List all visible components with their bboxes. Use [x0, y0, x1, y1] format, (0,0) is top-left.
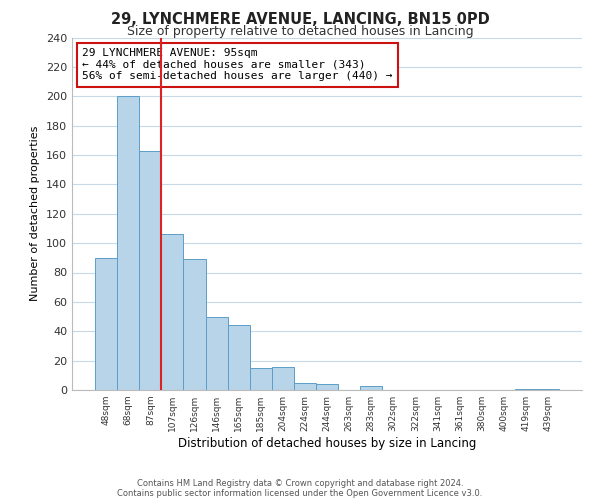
Bar	[206, 316, 227, 390]
Bar	[250, 368, 272, 390]
Bar	[227, 326, 250, 390]
Bar	[95, 258, 117, 390]
Bar	[139, 150, 161, 390]
Bar	[117, 96, 139, 390]
Text: Contains HM Land Registry data © Crown copyright and database right 2024.: Contains HM Land Registry data © Crown c…	[137, 478, 463, 488]
Bar	[316, 384, 338, 390]
Text: Size of property relative to detached houses in Lancing: Size of property relative to detached ho…	[127, 25, 473, 38]
Bar	[515, 388, 537, 390]
Bar	[184, 260, 206, 390]
Bar	[161, 234, 184, 390]
Bar	[537, 388, 559, 390]
Text: 29, LYNCHMERE AVENUE, LANCING, BN15 0PD: 29, LYNCHMERE AVENUE, LANCING, BN15 0PD	[110, 12, 490, 28]
Text: Contains public sector information licensed under the Open Government Licence v3: Contains public sector information licen…	[118, 488, 482, 498]
Bar	[360, 386, 382, 390]
Bar	[294, 382, 316, 390]
X-axis label: Distribution of detached houses by size in Lancing: Distribution of detached houses by size …	[178, 437, 476, 450]
Y-axis label: Number of detached properties: Number of detached properties	[31, 126, 40, 302]
Text: 29 LYNCHMERE AVENUE: 95sqm
← 44% of detached houses are smaller (343)
56% of sem: 29 LYNCHMERE AVENUE: 95sqm ← 44% of deta…	[82, 48, 392, 82]
Bar	[272, 366, 294, 390]
